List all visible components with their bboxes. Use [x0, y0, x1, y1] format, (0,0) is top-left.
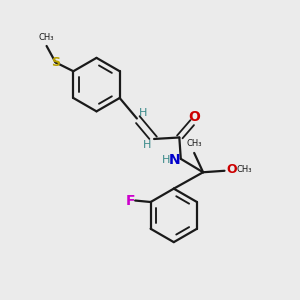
Text: F: F [126, 194, 135, 208]
Text: N: N [169, 153, 180, 167]
Text: CH₃: CH₃ [186, 139, 202, 148]
Text: CH₃: CH₃ [237, 165, 253, 174]
Text: H: H [143, 140, 152, 150]
Text: O: O [188, 110, 200, 124]
Text: O: O [226, 163, 237, 176]
Text: H: H [139, 107, 148, 118]
Text: CH₃: CH₃ [39, 32, 54, 41]
Text: S: S [51, 56, 60, 69]
Text: H: H [162, 155, 170, 165]
